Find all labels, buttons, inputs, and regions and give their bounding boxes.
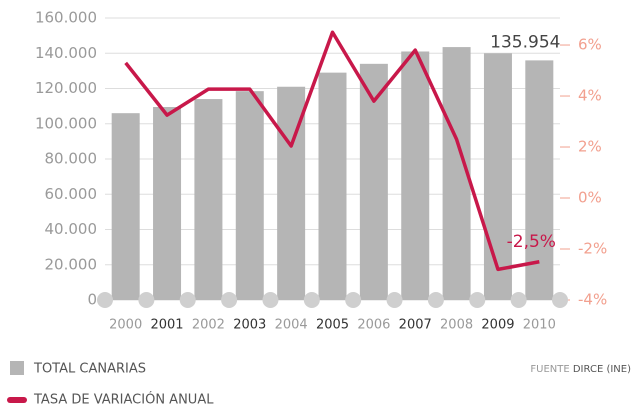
- x-tick-label: 2000: [109, 318, 142, 333]
- y-tick-label: 160.000: [35, 9, 97, 27]
- y2-tick-label: -2%: [578, 240, 607, 258]
- y-tick-label: 80.000: [45, 150, 98, 168]
- axis-dot: [97, 292, 113, 308]
- x-tick-label: 2001: [150, 318, 183, 333]
- legend-swatch-bars: [10, 361, 24, 375]
- source-value: DIRCE (INE): [573, 364, 631, 375]
- x-tick-label: 2010: [523, 318, 556, 333]
- y-tick-label: 40.000: [45, 220, 98, 238]
- y2-tick-label: 6%: [578, 36, 602, 54]
- axis-dot: [138, 292, 155, 308]
- bar: [483, 53, 512, 300]
- bar: [359, 63, 388, 301]
- x-tick-label: 2004: [275, 318, 308, 333]
- bar: [194, 99, 223, 300]
- y2-tick-label: -4%: [578, 291, 607, 309]
- axis-dot: [221, 292, 238, 308]
- y-tick-label: 20.000: [45, 255, 98, 273]
- x-tick-label: 2009: [481, 318, 514, 333]
- bar: [153, 107, 182, 300]
- legend-label: TASA DE VARIACIÓN ANUAL: [33, 392, 214, 408]
- bar: [318, 72, 347, 300]
- x-tick-label: 2005: [316, 318, 349, 333]
- axis-dot: [510, 292, 527, 308]
- x-tick-label: 2007: [399, 318, 432, 333]
- y2-tick-label: 2%: [578, 138, 602, 156]
- bar: [401, 51, 430, 300]
- axis-dot: [386, 292, 403, 308]
- bar: [235, 91, 264, 300]
- y-tick-label: 60.000: [45, 185, 98, 203]
- y-tick-label: 100.000: [35, 114, 97, 132]
- axis-dot: [303, 292, 320, 308]
- axis-dot: [469, 292, 486, 308]
- x-tick-label: 2002: [192, 318, 225, 333]
- axis-dot: [179, 292, 196, 308]
- axis-dot: [345, 292, 362, 308]
- y-tick-label: 0: [87, 291, 97, 309]
- x-tick-label: 2006: [357, 318, 390, 333]
- bar: [525, 60, 554, 301]
- y-tick-label: 140.000: [35, 44, 97, 62]
- y2-tick-label: 0%: [578, 189, 602, 207]
- y2-tick-label: 4%: [578, 87, 602, 105]
- x-tick-label: 2003: [233, 318, 266, 333]
- source: FUENTE DIRCE (INE): [530, 364, 631, 375]
- line: [124, 30, 540, 272]
- legend-label: TOTAL CANARIAS: [33, 362, 146, 377]
- x-tick-label: 2008: [440, 318, 473, 333]
- data-label: 135.954: [490, 32, 560, 52]
- data-label: -2,5%: [507, 232, 556, 252]
- source-label: FUENTE: [530, 364, 569, 375]
- axis-dot: [262, 292, 279, 308]
- axis-dot: [552, 292, 568, 308]
- y-tick-label: 120.000: [35, 79, 97, 97]
- axis-dot: [427, 292, 444, 308]
- bar: [111, 113, 140, 300]
